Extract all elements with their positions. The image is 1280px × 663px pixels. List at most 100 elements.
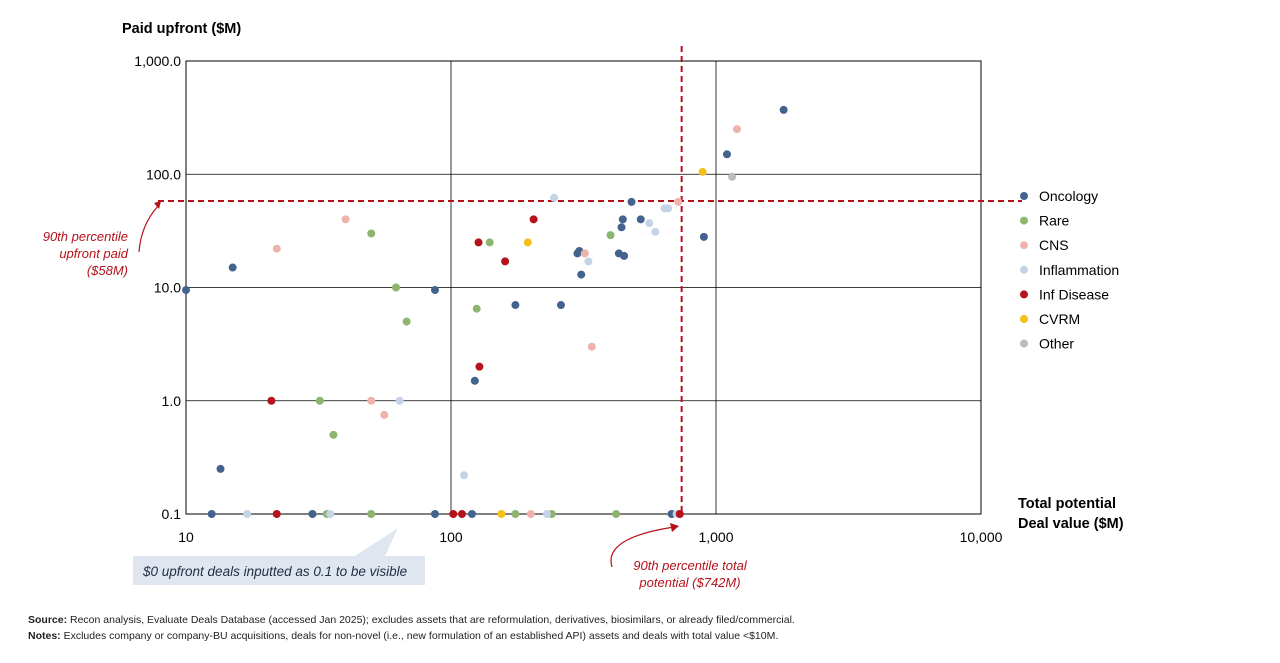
legend-marker <box>1020 216 1028 225</box>
scatter-point <box>472 304 481 313</box>
x-tick-label: 10 <box>178 529 194 545</box>
y-tick-label: 0.1 <box>162 506 182 522</box>
source-footnote: Source: Recon analysis, Evaluate Deals D… <box>28 614 795 626</box>
scatter-point <box>620 251 629 260</box>
total-annotation-arrow <box>610 526 675 568</box>
axis-labels: 0.1 1.0 10.0 100.0 1,000.0 10 100 1,000 10,000 Pa… <box>122 21 1124 545</box>
scatter-point <box>529 215 538 224</box>
scatter-point <box>577 270 586 279</box>
scatter-point <box>497 510 506 518</box>
scatter-point <box>467 510 476 518</box>
source-label: Source: <box>28 614 68 626</box>
total-annotation-line1: 90th percentile total <box>633 558 748 573</box>
scatter-point <box>272 244 281 253</box>
legend-label: Inflammation <box>1039 262 1119 278</box>
legend-marker <box>1020 339 1028 348</box>
scatter-point <box>329 430 338 439</box>
scatter-point <box>474 238 483 247</box>
scatter-point <box>402 317 411 326</box>
scatter-point <box>228 263 237 272</box>
scatter-point <box>779 105 788 114</box>
scatter-point <box>367 396 376 405</box>
legend-marker <box>1020 192 1028 200</box>
scatter-point <box>675 510 684 518</box>
x-axis-title-line1: Total potential <box>1018 496 1116 512</box>
scatter-point <box>272 510 281 518</box>
scatter-point <box>584 257 593 266</box>
scatter-point <box>460 471 469 480</box>
scatter-point <box>380 410 389 419</box>
y-tick-label: 10.0 <box>154 280 181 296</box>
upfront-annotation-arrow <box>138 205 159 253</box>
scatter-point <box>618 215 627 224</box>
scatter-point <box>511 510 520 518</box>
notes-footnote: Notes: Excludes company or company-BU ac… <box>28 630 778 642</box>
scatter-point <box>606 231 615 240</box>
scatter-point <box>367 510 376 518</box>
scatter-point <box>587 342 596 351</box>
gridlines <box>185 60 982 515</box>
scatter-point <box>636 215 645 224</box>
scatter-point <box>475 362 484 371</box>
scatter-point <box>470 376 479 385</box>
scatter-point <box>627 197 636 206</box>
x-tick-label: 1,000 <box>698 529 733 545</box>
scatter-point <box>698 167 707 176</box>
scatter-point <box>674 197 683 206</box>
legend-label: Rare <box>1039 213 1070 229</box>
scatter-point <box>430 510 439 518</box>
legend-label: Other <box>1039 336 1074 352</box>
scatter-point <box>308 510 317 518</box>
upfront-annotation-line3: ($58M) <box>87 263 128 278</box>
scatter-point <box>243 510 252 518</box>
scatter-point <box>664 204 673 213</box>
scatter-point <box>523 238 532 247</box>
legend-marker <box>1020 315 1028 323</box>
scatter-point <box>612 510 621 518</box>
legend-label: Oncology <box>1039 188 1098 204</box>
scatter-point <box>341 215 350 224</box>
scatter-point <box>326 510 335 518</box>
x-tick-label: 10,000 <box>960 529 1003 545</box>
scatter-point <box>501 257 510 266</box>
x-tick-label: 100 <box>439 529 463 545</box>
scatter-point <box>728 172 737 181</box>
scatter-point <box>732 125 741 134</box>
scatter-point <box>315 396 324 405</box>
notes-text: Excludes company or company-BU acquisiti… <box>60 630 779 642</box>
scatter-point <box>556 301 565 310</box>
scatter-point <box>457 510 466 518</box>
notes-label: Notes: <box>28 630 61 642</box>
upfront-annotation-line1: 90th percentile <box>43 229 128 244</box>
scatter-point <box>216 464 225 473</box>
zero-note-text: $0 upfront deals inputted as 0.1 to be v… <box>142 564 407 579</box>
scatter-point <box>550 193 559 202</box>
total-annotation-line2: potential ($742M) <box>638 575 740 590</box>
legend-label: Inf Disease <box>1039 286 1109 302</box>
scatter-point <box>207 510 216 518</box>
legend-marker <box>1020 241 1028 250</box>
reference-lines <box>158 46 1022 517</box>
y-tick-label: 100.0 <box>146 166 181 182</box>
scatter-point <box>449 510 458 518</box>
source-text: Recon analysis, Evaluate Deals Database … <box>67 614 795 626</box>
scatter-point <box>580 249 589 258</box>
zero-note-callout <box>133 528 425 585</box>
data-points <box>182 105 788 518</box>
scatter-point <box>542 510 551 518</box>
legend-label: CNS <box>1039 237 1069 253</box>
scatter-point <box>526 510 535 518</box>
legend: Oncology Rare CNS Inflammation Inf Disease CV… <box>1020 188 1119 352</box>
x-axis-title-line2: Deal value ($M) <box>1018 516 1124 532</box>
scatter-point <box>651 227 660 236</box>
legend-marker <box>1020 265 1028 274</box>
y-tick-label: 1.0 <box>162 393 182 409</box>
y-axis-title: Paid upfront ($M) <box>122 21 241 37</box>
legend-label: CVRM <box>1039 311 1080 327</box>
scatter-point <box>182 286 190 295</box>
total-arrow-head <box>670 523 679 532</box>
scatter-point <box>391 283 400 292</box>
scatter-point <box>367 229 376 238</box>
legend-marker <box>1020 290 1028 299</box>
